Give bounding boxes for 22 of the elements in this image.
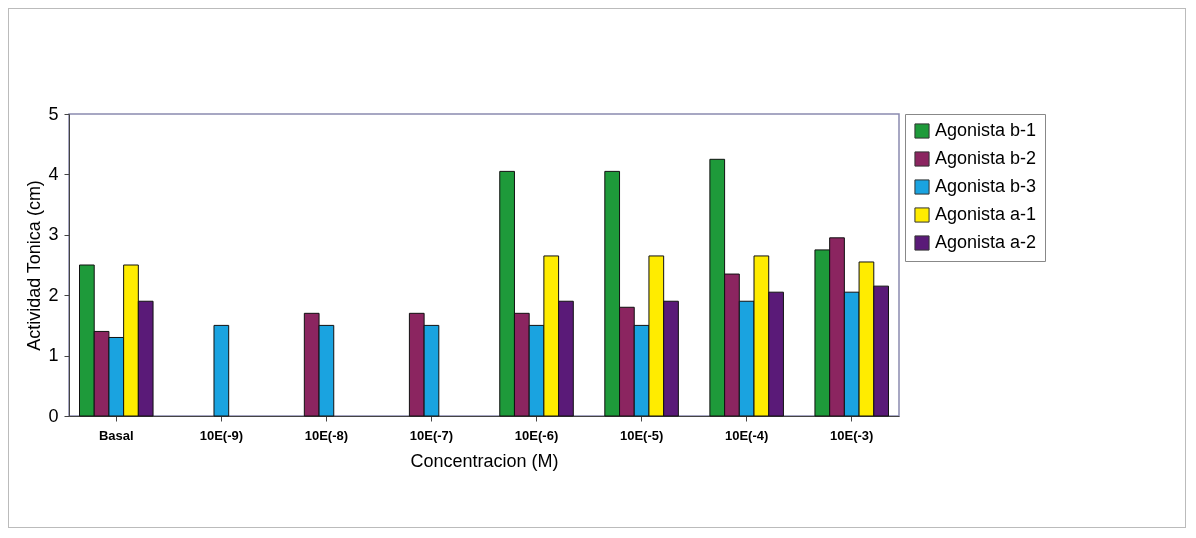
bar <box>213 324 230 417</box>
x-axis-title: Concentracion (M) <box>410 450 559 471</box>
x-tick-label: 10E(-6) <box>514 427 559 443</box>
legend-label: Agonista b-1 <box>935 120 1037 140</box>
x-tick-label: 10E(-5) <box>619 427 664 443</box>
x-tick-label: 10E(-3) <box>830 427 874 443</box>
x-tick-label: 10E(-4) <box>724 427 769 443</box>
y-tick-label: 5 <box>48 103 59 124</box>
legend-label: Agonista a-2 <box>935 232 1037 252</box>
x-tick-label: Basal <box>98 427 134 443</box>
y-axis-title: Actividad Tonica (cm) <box>24 180 45 351</box>
x-tick-label: 10E(-8) <box>304 427 349 443</box>
y-tick-label: 4 <box>48 163 59 184</box>
y-tick-label: 3 <box>48 224 59 245</box>
x-tick-label: 10E(-7) <box>409 427 454 443</box>
x-tick-label: 10E(-9) <box>199 427 244 443</box>
y-tick-label: 1 <box>48 345 59 366</box>
y-tick-label: 0 <box>48 405 59 426</box>
legend-label: Agonista b-2 <box>935 148 1037 168</box>
legend-label: Agonista a-1 <box>935 204 1037 224</box>
y-tick-label: 2 <box>48 284 59 305</box>
legend-label: Agonista b-3 <box>935 176 1037 196</box>
